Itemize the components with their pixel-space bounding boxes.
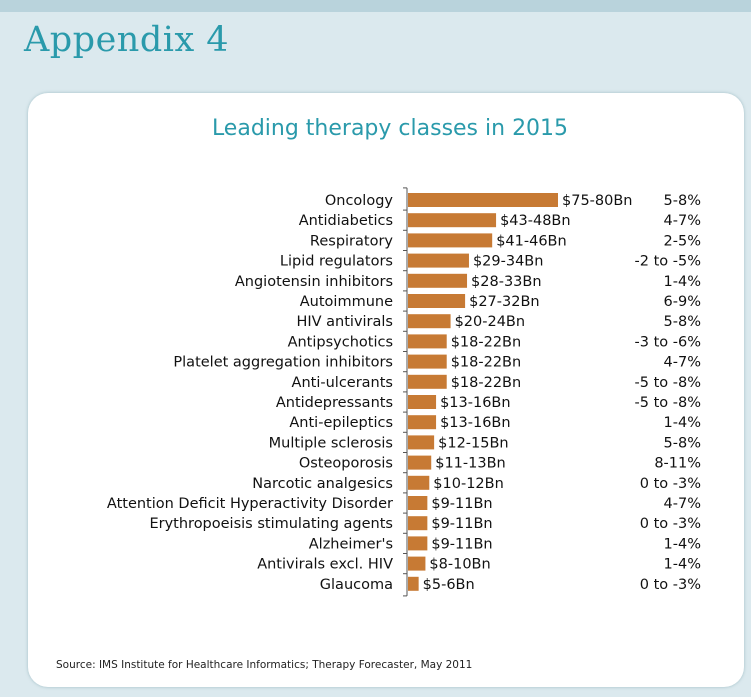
bar xyxy=(408,496,428,510)
bar xyxy=(408,334,447,349)
growth-label: 1-4% xyxy=(664,536,701,552)
category-label: Oncology xyxy=(325,193,394,209)
growth-label: 0 to -3% xyxy=(640,577,701,593)
value-label: $28-33Bn xyxy=(471,274,541,290)
value-label: $10-12Bn xyxy=(433,476,504,492)
value-label: $29-34Bn xyxy=(473,254,544,270)
category-label: Anti-epileptics xyxy=(289,415,393,431)
value-label: $9-11Bn xyxy=(431,536,492,552)
growth-label: 5-8% xyxy=(664,435,701,451)
category-label: Multiple sclerosis xyxy=(269,435,393,451)
bar xyxy=(408,193,558,207)
chart-title: Leading therapy classes in 2015 xyxy=(211,116,569,141)
category-label: Antidepressants xyxy=(276,395,393,411)
growth-label: 0 to -3% xyxy=(640,476,701,492)
bar xyxy=(408,536,428,551)
growth-label: 4-7% xyxy=(664,496,701,512)
bar xyxy=(408,415,437,430)
bar xyxy=(408,516,428,531)
growth-label: 5-8% xyxy=(664,193,701,209)
category-label: Osteoporosis xyxy=(299,456,393,472)
value-label: $13-16Bn xyxy=(440,395,511,411)
bar xyxy=(408,314,451,329)
growth-label: -2 to -5% xyxy=(635,254,701,270)
value-label: $18-22Bn xyxy=(451,334,522,350)
bar xyxy=(408,294,466,308)
category-label: Anti-ulcerants xyxy=(292,375,393,391)
bar xyxy=(408,253,469,268)
chart-panel xyxy=(28,93,744,687)
growth-label: -5 to -8% xyxy=(635,375,701,391)
category-label: Attention Deficit Hyperactivity Disorder xyxy=(107,496,393,512)
value-label: $9-11Bn xyxy=(431,496,492,512)
category-label: Narcotic analgesics xyxy=(252,476,393,492)
category-label: Autoimmune xyxy=(300,294,393,310)
value-label: $20-24Bn xyxy=(455,314,526,330)
category-label: Antipsychotics xyxy=(288,334,393,350)
category-label: Antidiabetics xyxy=(299,213,393,229)
bar xyxy=(408,455,432,470)
page-heading: Appendix 4 xyxy=(24,20,230,60)
value-label: $11-13Bn xyxy=(435,456,506,472)
bar xyxy=(408,475,430,490)
bar xyxy=(408,374,447,389)
bar xyxy=(408,354,447,369)
bar xyxy=(408,556,426,571)
category-label: Respiratory xyxy=(310,233,393,249)
bar xyxy=(408,576,419,591)
category-label: Antivirals excl. HIV xyxy=(257,557,393,573)
growth-label: 6-9% xyxy=(664,294,701,310)
growth-label: 5-8% xyxy=(664,314,701,330)
value-label: $12-15Bn xyxy=(438,435,509,451)
source-note: Source: IMS Institute for Healthcare Inf… xyxy=(56,659,473,671)
growth-label: -5 to -8% xyxy=(635,395,701,411)
value-label: $41-46Bn xyxy=(496,233,567,249)
growth-label: 4-7% xyxy=(664,355,701,371)
category-label: Platelet aggregation inhibitors xyxy=(173,355,393,371)
growth-label: -3 to -6% xyxy=(635,334,701,350)
value-label: $43-48Bn xyxy=(500,213,571,229)
value-label: $13-16Bn xyxy=(440,415,511,431)
bar xyxy=(408,213,497,228)
value-label: $5-6Bn xyxy=(423,577,475,593)
growth-label: 4-7% xyxy=(664,213,701,229)
category-label: Angiotensin inhibitors xyxy=(235,274,393,290)
growth-label: 8-11% xyxy=(654,456,701,472)
growth-label: 0 to -3% xyxy=(640,516,701,532)
value-label: $18-22Bn xyxy=(451,355,522,371)
category-label: Alzheimer's xyxy=(309,536,393,552)
top-band xyxy=(0,0,751,12)
value-label: $18-22Bn xyxy=(451,375,522,391)
growth-label: 1-4% xyxy=(664,415,701,431)
category-label: HIV antivirals xyxy=(296,314,393,330)
value-label: $9-11Bn xyxy=(431,516,492,532)
bar xyxy=(408,395,437,409)
value-label: $75-80Bn xyxy=(562,193,633,209)
value-label: $27-32Bn xyxy=(469,294,540,310)
bar xyxy=(408,233,493,248)
growth-label: 1-4% xyxy=(664,274,701,290)
growth-label: 1-4% xyxy=(664,557,701,573)
growth-label: 2-5% xyxy=(664,233,701,249)
category-label: Erythropoeisis stimulating agents xyxy=(149,516,393,532)
bar xyxy=(408,435,435,450)
bar xyxy=(408,273,468,288)
value-label: $8-10Bn xyxy=(429,557,490,573)
category-label: Glaucoma xyxy=(320,577,393,593)
category-label: Lipid regulators xyxy=(280,254,393,270)
